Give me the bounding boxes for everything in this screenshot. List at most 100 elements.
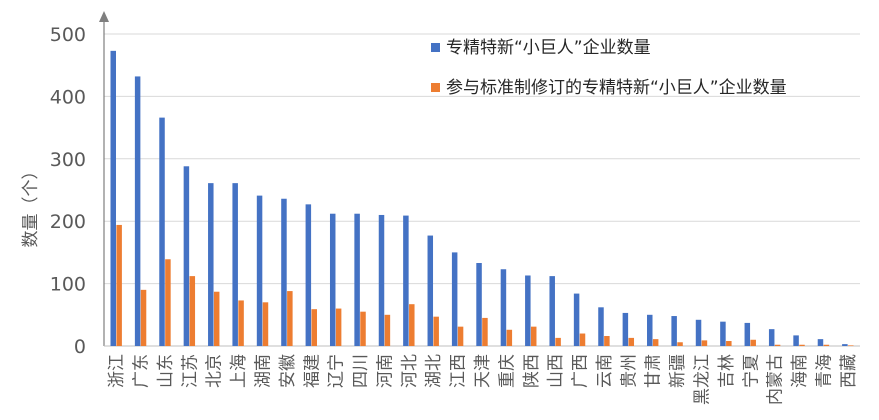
gridlines [104,33,860,285]
bar-series-1 [329,213,336,346]
bar-series-1 [281,198,287,346]
x-tick-label: 新疆 [668,354,688,388]
x-tick-label: 山西 [546,354,566,388]
bar-series-2 [604,336,610,346]
bar-series-2 [823,344,830,346]
y-axis-arrow [99,11,109,22]
x-tick-label: 宁夏 [741,354,761,388]
x-tick-label: 上海 [229,354,249,388]
bar-series-2 [750,339,756,346]
bar-series-2 [189,276,196,346]
bar-series-1 [793,335,799,346]
bar-series-1 [549,276,555,346]
bar-series-1 [525,275,531,346]
bar-series-1 [768,329,775,346]
bar-series-2 [335,308,342,346]
bar-series-1 [720,321,726,346]
y-tick-label: 500 [50,24,86,46]
bar-series-2 [555,337,561,346]
bar-series-1 [256,195,263,346]
legend-swatch-series-2 [431,83,440,92]
bar-series-2 [262,302,269,346]
bar-series-2 [799,344,805,346]
bar-series-2 [140,289,147,346]
legend-swatch-series-1 [431,43,440,52]
bar-series-2 [726,341,732,346]
bar-series-1 [744,322,751,346]
bar-series-2 [384,314,391,346]
x-tick-label: 内蒙古 [766,354,786,405]
x-tick-label: 湖北 [424,354,444,388]
bar-series-1 [159,117,165,346]
bar-series-1 [647,314,653,346]
x-tick-label: 陕西 [522,354,542,388]
bar-series-1 [671,316,677,346]
bars [110,50,854,347]
bar-series-2 [457,326,464,346]
x-tick-label: 西藏 [839,354,859,388]
bar-series-1 [232,183,238,346]
bar-series-1 [598,307,604,346]
x-tick-label: 河北 [400,354,420,388]
x-tick-label: 浙江 [107,354,127,388]
y-tick-label: 0 [74,336,86,358]
bar-series-2 [311,309,317,346]
bar-series-1 [378,214,385,346]
y-tick-labels: 0 100 200 300 400 500 [50,24,86,358]
x-tick-label: 贵州 [619,354,639,388]
bar-series-2 [238,300,244,346]
axes [99,11,860,347]
x-tick-label: 海南 [790,354,810,388]
y-axis-label: 数量（个） [21,163,41,248]
bar-series-1 [305,204,312,346]
y-tick-label: 100 [50,274,86,296]
y-tick-label: 300 [50,149,86,171]
x-tick-labels: 浙江 广东 山东 江苏 北京 上海 湖南 安徽 福建 辽宁 四川 河南 河北 湖北 江西 天津 重庆 陕西 山西 广西… [107,354,859,405]
bar-series-2 [287,291,293,346]
bar-series-1 [842,344,848,346]
bar-series-1 [110,50,116,347]
bar-series-1 [573,293,580,346]
bar-series-1 [354,213,360,346]
x-tick-label: 山东 [156,354,176,388]
bar-series-2 [774,344,781,346]
x-tick-label: 安徽 [278,354,298,388]
bar-series-1 [476,263,482,346]
bar-series-2 [409,304,415,346]
bar-series-2 [116,224,122,346]
x-tick-label: 广西 [571,354,591,388]
x-tick-label: 广东 [132,354,152,388]
bar-series-2 [213,291,220,346]
bar-series-2 [677,342,683,346]
bar-series-1 [622,312,629,346]
legend-label-series-1: 专精特新“小巨人”企业数量 [446,38,651,58]
bar-series-1 [183,166,190,346]
bar-series-2 [530,326,537,346]
bar-series-2 [360,311,366,346]
bar-series-2 [482,317,488,346]
legend-label-series-2: 参与标准制修订的专精特新“小巨人”企业数量 [446,78,787,98]
x-tick-label: 江西 [449,354,469,388]
bar-series-1 [451,252,458,346]
bar-series-1 [403,215,409,346]
x-tick-label: 青海 [814,354,834,388]
x-tick-label: 甘肃 [644,354,664,388]
x-tick-label: 江苏 [180,354,200,388]
bar-series-2 [506,329,513,346]
x-tick-label: 四川 [351,354,371,388]
bar-series-2 [652,339,659,346]
bar-series-2 [433,316,439,346]
bar-series-1 [500,269,507,346]
x-tick-label: 云南 [595,354,615,388]
x-tick-label: 重庆 [497,354,517,388]
bar-series-2 [628,337,635,346]
bar-series-1 [427,235,434,346]
bar-series-2 [701,340,708,346]
x-tick-label: 天津 [473,354,493,388]
x-tick-label: 辽宁 [327,354,347,388]
y-tick-label: 200 [50,211,86,233]
bar-series-1 [695,319,702,346]
bar-series-1 [134,76,141,346]
